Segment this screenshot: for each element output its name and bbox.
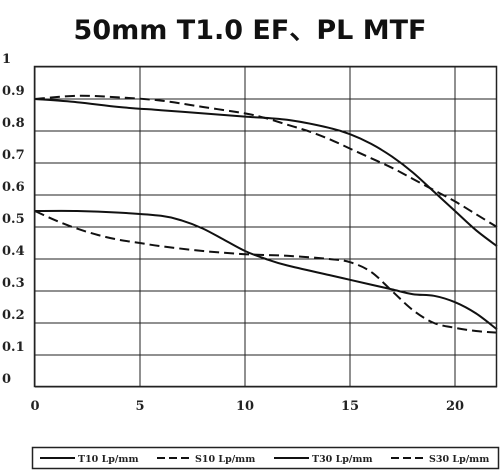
chart-title: 50mm T1.0 EF、PL MTF [74, 15, 427, 46]
y-tick-label: 0.7 [2, 148, 25, 163]
x-axis-ticks: 0 5 10 15 20 [30, 399, 464, 414]
legend-label: S30 Lp/mm [429, 454, 489, 465]
legend: T10 Lp/mm S10 Lp/mm T30 Lp/mm S30 Lp/mm [31, 446, 500, 470]
y-tick-label: 0.8 [2, 116, 25, 131]
legend-label: S10 Lp/mm [195, 454, 255, 465]
legend-label: T10 Lp/mm [78, 454, 139, 465]
y-tick-label: 0.2 [2, 308, 25, 323]
x-tick-label: 0 [30, 399, 39, 414]
y-axis-ticks: 0 0.1 0.2 0.3 0.4 0.5 0.6 0.7 0.8 0.9 1 [2, 52, 25, 387]
x-tick-label: 5 [135, 399, 144, 414]
y-tick-label: 0 [2, 372, 11, 387]
series-lines [34, 94, 498, 334]
y-tick-label: 0.3 [2, 276, 25, 291]
y-tick-label: 0.9 [2, 84, 25, 99]
series-line [34, 210, 498, 334]
y-tick-label: 0.1 [2, 340, 25, 355]
series-line [34, 94, 498, 228]
series-line [34, 98, 498, 247]
plot-frame [33, 65, 498, 388]
y-tick-label: 0.5 [2, 212, 25, 227]
y-tick-label: 0.4 [2, 244, 25, 259]
series-line [34, 209, 498, 331]
x-tick-label: 10 [236, 399, 254, 414]
y-tick-label: 0.6 [2, 180, 25, 195]
x-tick-label: 15 [341, 399, 359, 414]
legend-box [31, 446, 500, 470]
grid [34, 66, 497, 388]
y-tick-label: 1 [2, 52, 11, 67]
legend-label: T30 Lp/mm [312, 454, 373, 465]
x-tick-label: 20 [446, 399, 464, 414]
